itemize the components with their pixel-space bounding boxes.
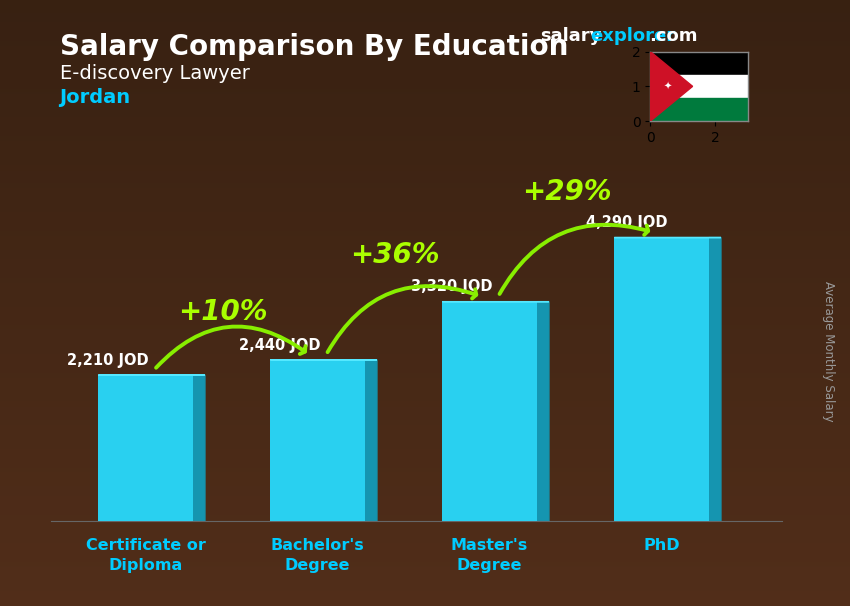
FancyBboxPatch shape xyxy=(99,375,193,521)
Polygon shape xyxy=(193,375,205,521)
Bar xyxy=(650,98,748,121)
FancyBboxPatch shape xyxy=(615,238,709,521)
Text: 4,290 JOD: 4,290 JOD xyxy=(586,215,668,230)
Text: 3,320 JOD: 3,320 JOD xyxy=(411,279,492,295)
Text: ✦: ✦ xyxy=(663,81,672,92)
Text: Salary Comparison By Education: Salary Comparison By Education xyxy=(60,33,568,61)
Text: 2,210 JOD: 2,210 JOD xyxy=(67,353,149,368)
Text: Average Monthly Salary: Average Monthly Salary xyxy=(822,281,836,422)
Bar xyxy=(650,75,748,98)
Text: +29%: +29% xyxy=(522,179,612,207)
Bar xyxy=(650,52,748,75)
Polygon shape xyxy=(650,52,693,121)
Text: salary: salary xyxy=(540,27,601,45)
Text: Jordan: Jordan xyxy=(60,88,131,107)
Polygon shape xyxy=(709,238,721,521)
Text: E-discovery Lawyer: E-discovery Lawyer xyxy=(60,64,249,82)
Text: .com: .com xyxy=(649,27,698,45)
Text: +36%: +36% xyxy=(350,241,439,268)
FancyBboxPatch shape xyxy=(270,360,365,521)
Polygon shape xyxy=(537,302,549,521)
Polygon shape xyxy=(365,360,377,521)
FancyBboxPatch shape xyxy=(442,302,537,521)
Text: explorer: explorer xyxy=(590,27,675,45)
Text: 2,440 JOD: 2,440 JOD xyxy=(239,338,320,353)
Text: +10%: +10% xyxy=(178,298,268,326)
